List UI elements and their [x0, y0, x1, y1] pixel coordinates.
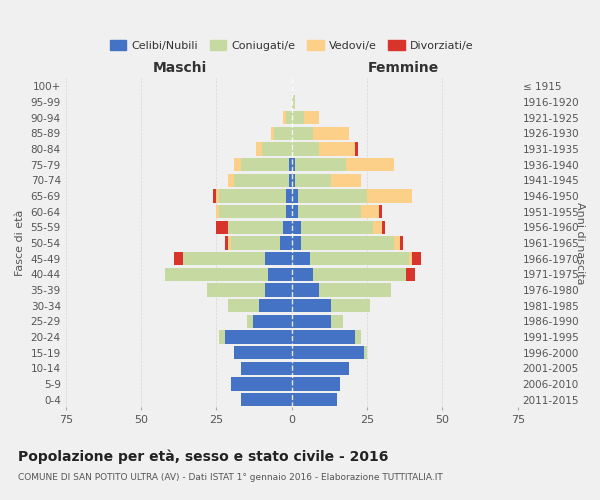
Bar [382, 220, 385, 234]
Bar [256, 142, 262, 156]
Bar [292, 158, 295, 171]
Bar [409, 252, 412, 265]
Bar [247, 314, 253, 328]
Bar [295, 174, 331, 187]
Bar [346, 158, 394, 171]
Bar [289, 174, 292, 187]
Bar [271, 126, 274, 140]
Bar [174, 252, 183, 265]
Text: COMUNE DI SAN POTITO ULTRA (AV) - Dati ISTAT 1° gennaio 2016 - Elaborazione TUTT: COMUNE DI SAN POTITO ULTRA (AV) - Dati I… [18, 472, 443, 482]
Bar [406, 268, 415, 281]
Bar [232, 236, 280, 250]
Bar [226, 330, 292, 344]
Bar [304, 111, 319, 124]
Y-axis label: Fasce di età: Fasce di età [15, 210, 25, 276]
Bar [319, 283, 391, 296]
Bar [292, 362, 349, 375]
Bar [292, 205, 298, 218]
Bar [235, 158, 241, 171]
Bar [214, 189, 217, 202]
Bar [229, 174, 235, 187]
Bar [286, 111, 292, 124]
Bar [379, 205, 382, 218]
Bar [292, 393, 337, 406]
Bar [292, 252, 310, 265]
Bar [298, 189, 367, 202]
Bar [259, 299, 292, 312]
Bar [292, 299, 331, 312]
Bar [292, 314, 331, 328]
Bar [292, 126, 313, 140]
Legend: Celibi/Nubili, Coniugati/e, Vedovi/e, Divorziati/e: Celibi/Nubili, Coniugati/e, Vedovi/e, Di… [107, 38, 476, 53]
Bar [232, 377, 292, 390]
Bar [394, 236, 400, 250]
Bar [355, 142, 358, 156]
Bar [235, 174, 289, 187]
Bar [355, 330, 361, 344]
Bar [292, 189, 298, 202]
Y-axis label: Anni di nascita: Anni di nascita [575, 202, 585, 284]
Bar [301, 236, 394, 250]
Bar [361, 205, 379, 218]
Bar [217, 220, 229, 234]
Bar [319, 142, 355, 156]
Bar [220, 189, 286, 202]
Bar [412, 252, 421, 265]
Bar [280, 236, 292, 250]
Bar [208, 283, 265, 296]
Bar [292, 111, 304, 124]
Bar [183, 252, 265, 265]
Bar [292, 268, 313, 281]
Bar [364, 346, 367, 359]
Bar [217, 205, 220, 218]
Bar [313, 126, 349, 140]
Bar [241, 362, 292, 375]
Bar [265, 283, 292, 296]
Bar [283, 220, 292, 234]
Bar [217, 189, 220, 202]
Bar [292, 174, 295, 187]
Bar [292, 236, 301, 250]
Bar [301, 220, 373, 234]
Bar [298, 205, 361, 218]
Bar [292, 330, 355, 344]
Bar [262, 142, 292, 156]
Bar [268, 268, 292, 281]
Text: Femmine: Femmine [368, 61, 439, 75]
Bar [400, 236, 403, 250]
Bar [313, 268, 406, 281]
Bar [229, 236, 232, 250]
Bar [286, 189, 292, 202]
Bar [367, 189, 412, 202]
Bar [286, 205, 292, 218]
Bar [310, 252, 409, 265]
Bar [220, 205, 286, 218]
Bar [235, 346, 292, 359]
Bar [229, 299, 259, 312]
Bar [165, 268, 268, 281]
Bar [292, 283, 319, 296]
Bar [292, 220, 301, 234]
Bar [229, 220, 283, 234]
Bar [292, 95, 295, 108]
Bar [295, 158, 346, 171]
Bar [331, 299, 370, 312]
Bar [292, 377, 340, 390]
Bar [289, 158, 292, 171]
Bar [226, 236, 229, 250]
Bar [253, 314, 292, 328]
Bar [331, 314, 343, 328]
Bar [220, 330, 226, 344]
Bar [292, 142, 319, 156]
Text: Maschi: Maschi [153, 61, 208, 75]
Bar [373, 220, 382, 234]
Bar [274, 126, 292, 140]
Bar [283, 111, 286, 124]
Bar [331, 174, 361, 187]
Text: Popolazione per età, sesso e stato civile - 2016: Popolazione per età, sesso e stato civil… [18, 450, 388, 464]
Bar [241, 393, 292, 406]
Bar [265, 252, 292, 265]
Bar [292, 346, 364, 359]
Bar [241, 158, 289, 171]
